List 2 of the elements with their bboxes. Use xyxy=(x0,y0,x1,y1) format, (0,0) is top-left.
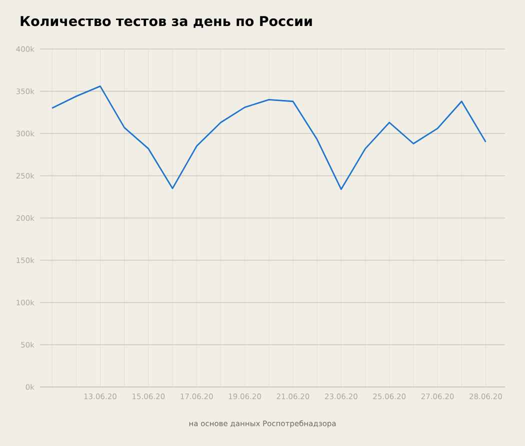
chart-title: Количество тестов за день по России xyxy=(20,16,312,28)
line-series xyxy=(51,85,486,190)
